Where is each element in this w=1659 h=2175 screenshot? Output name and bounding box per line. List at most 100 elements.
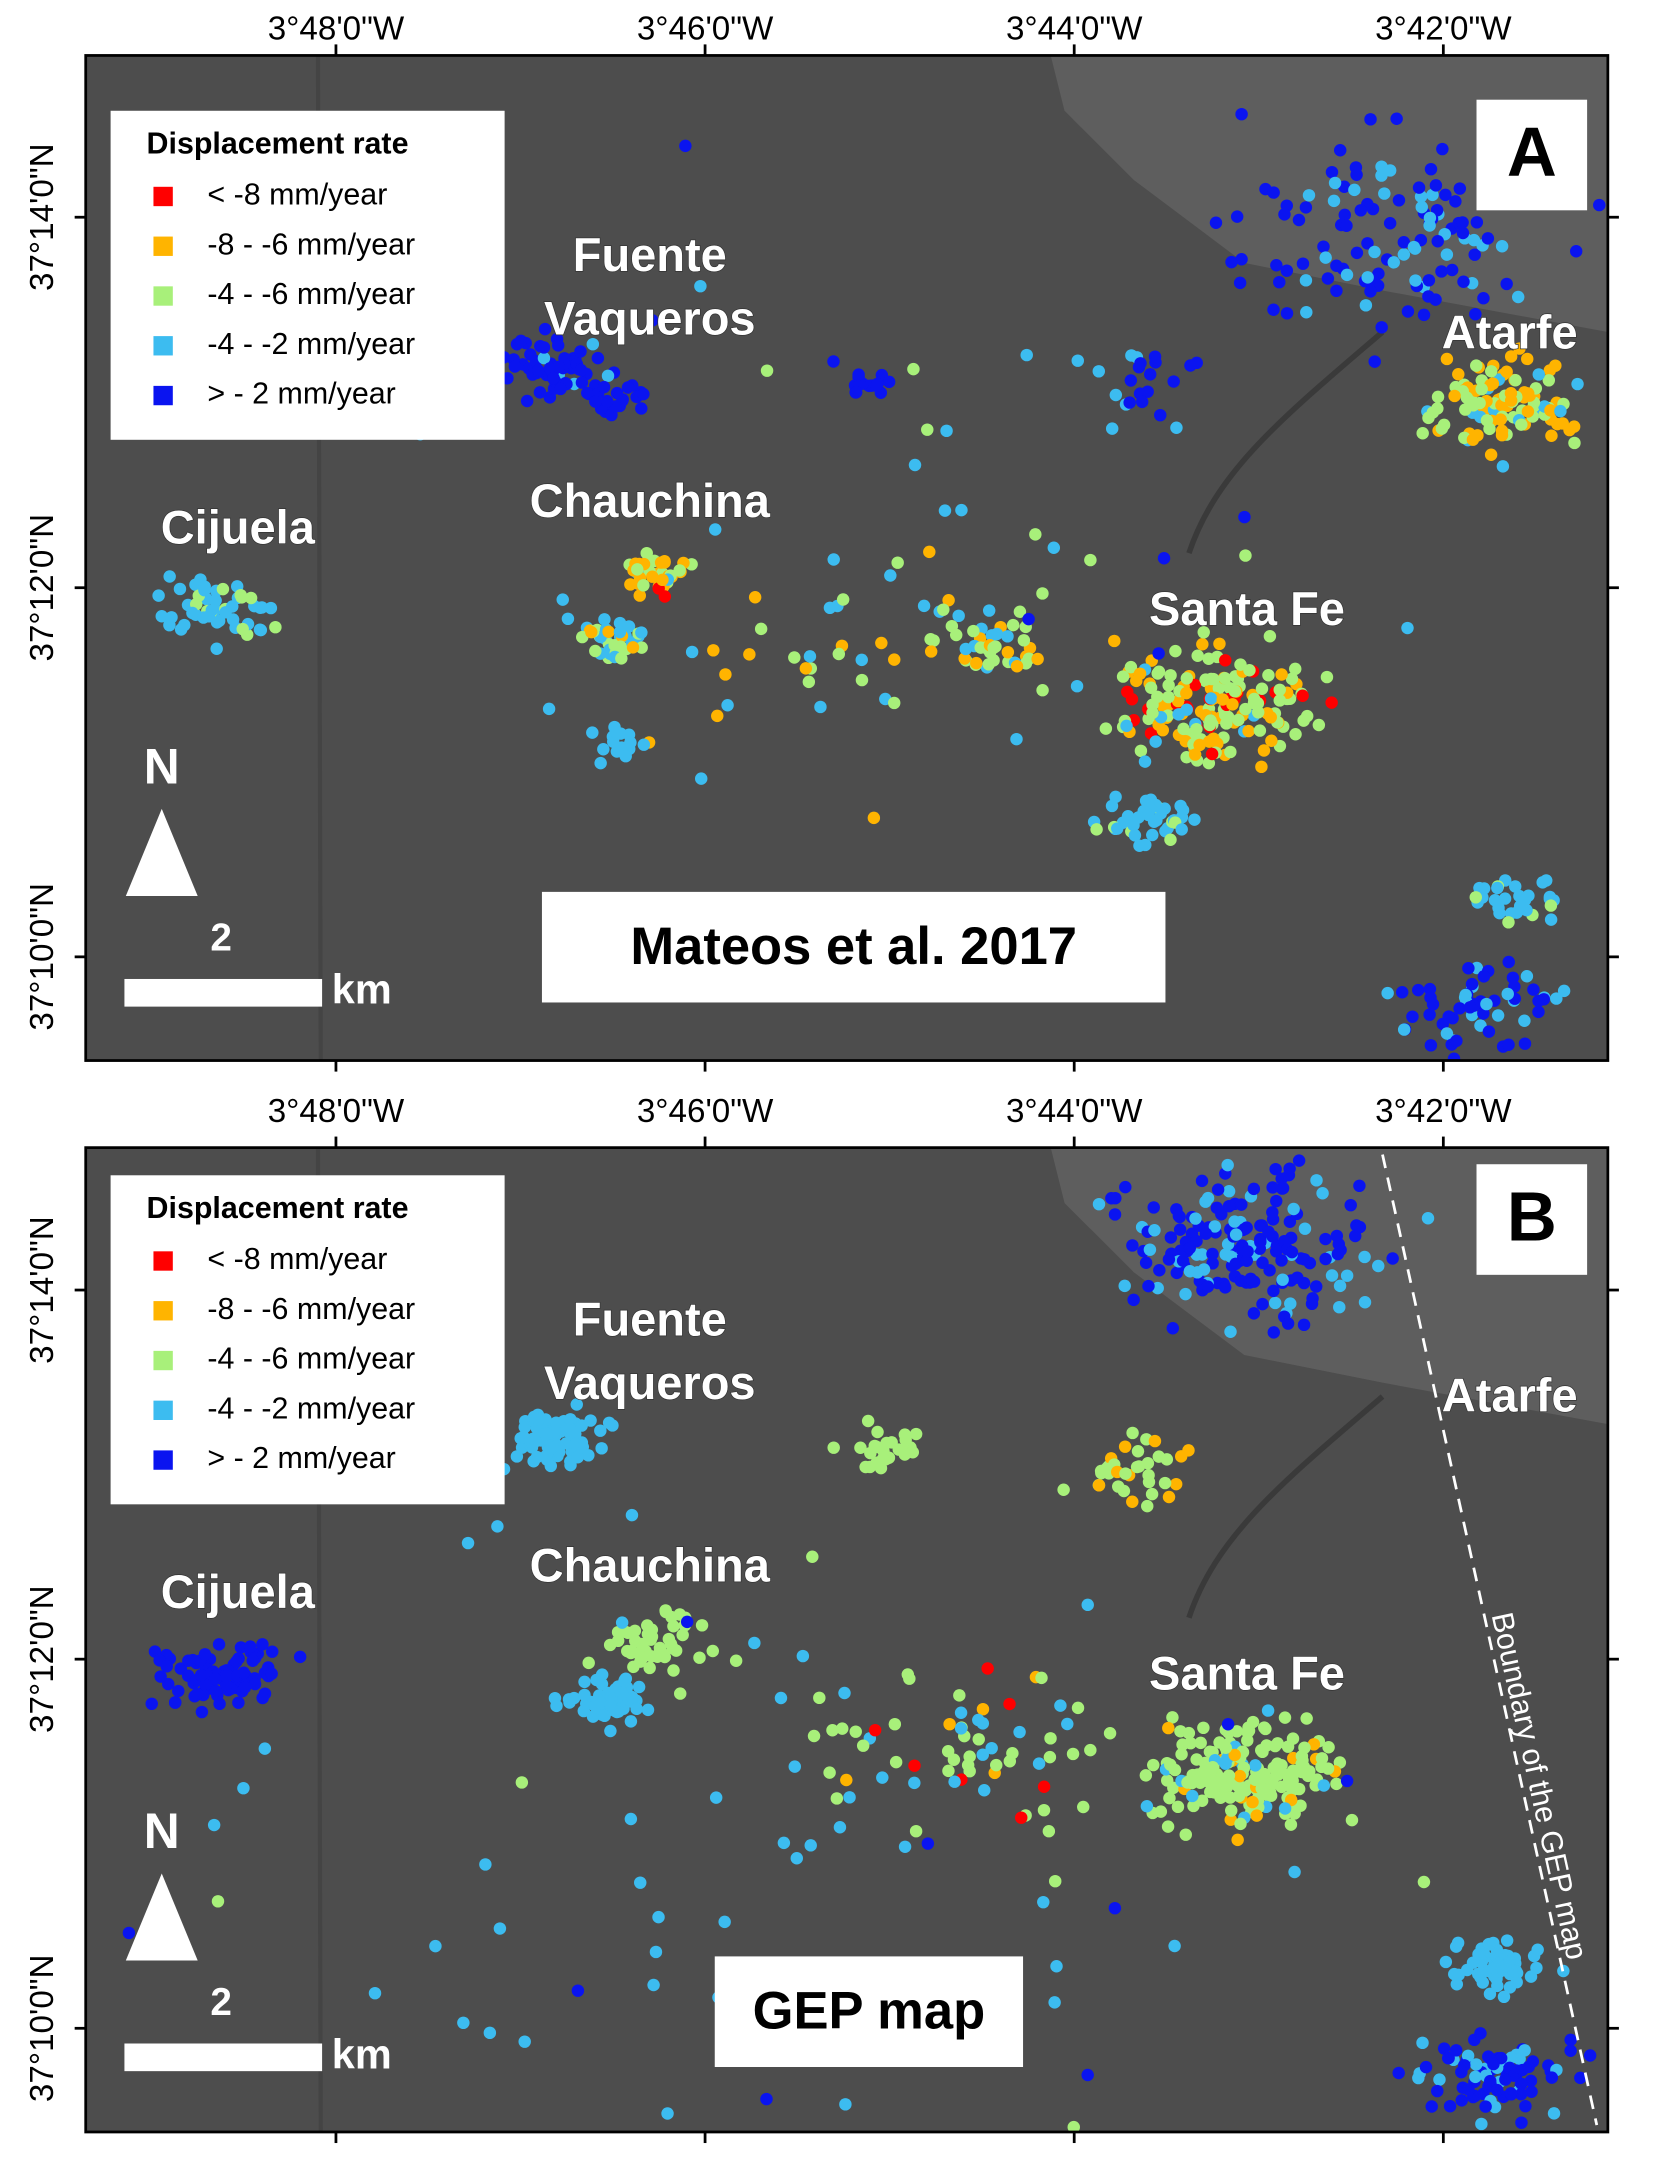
measurement-point <box>1513 899 1527 913</box>
measurement-point <box>955 503 968 517</box>
measurement-point <box>1325 1269 1339 1282</box>
scale-bar <box>124 2043 323 2072</box>
legend-swatch <box>153 236 173 256</box>
measurement-point <box>1319 1252 1332 1266</box>
measurement-point <box>1036 587 1049 600</box>
measurement-point <box>1066 1747 1080 1761</box>
measurement-point <box>972 1713 985 1727</box>
measurement-point <box>1364 113 1377 126</box>
measurement-point <box>195 1705 209 1719</box>
measurement-point <box>1157 552 1171 565</box>
measurement-point <box>1401 305 1415 318</box>
measurement-point <box>570 1398 583 1411</box>
measurement-point <box>1141 385 1154 398</box>
measurement-point <box>641 1703 655 1717</box>
place-label: Chauchina <box>530 1539 771 1592</box>
measurement-point <box>615 1686 629 1699</box>
measurement-point <box>190 1687 204 1701</box>
measurement-point <box>1162 1490 1176 1504</box>
measurement-point <box>1092 1197 1106 1211</box>
panel-letter: B <box>1507 1178 1557 1256</box>
measurement-point <box>626 641 640 654</box>
measurement-point <box>1133 667 1147 680</box>
measurement-point <box>1134 357 1147 370</box>
measurement-point <box>1092 365 1106 378</box>
measurement-point <box>508 360 522 373</box>
measurement-point <box>1440 248 1454 261</box>
measurement-point <box>827 355 840 368</box>
measurement-point <box>1514 2088 1528 2101</box>
measurement-point <box>216 582 230 596</box>
measurement-point <box>843 1791 856 1804</box>
measurement-point <box>1280 264 1294 277</box>
measurement-point <box>1470 216 1484 229</box>
measurement-point <box>1299 274 1313 287</box>
measurement-point <box>154 1670 167 1683</box>
measurement-point <box>627 1660 640 1674</box>
measurement-point <box>1170 421 1183 434</box>
measurement-point <box>1015 1811 1028 1824</box>
measurement-point <box>1246 1795 1259 1809</box>
measurement-point <box>1267 186 1280 199</box>
measurement-point <box>461 1536 475 1550</box>
lon-label: 3°48'0"W <box>268 1093 405 1130</box>
scale-value: 2 <box>210 1981 232 2024</box>
measurement-point <box>637 387 650 401</box>
measurement-point <box>1409 274 1422 287</box>
measurement-point <box>1247 1275 1261 1288</box>
measurement-point <box>1177 722 1190 736</box>
measurement-point <box>1292 1782 1306 1796</box>
measurement-point <box>1219 1757 1232 1770</box>
measurement-point <box>1206 1247 1219 1261</box>
road <box>1186 329 1385 555</box>
measurement-point <box>754 622 768 636</box>
measurement-point <box>1111 822 1124 835</box>
measurement-point <box>833 1821 847 1834</box>
measurement-point <box>1354 204 1368 217</box>
measurement-point <box>1469 2058 1483 2071</box>
measurement-point <box>1348 183 1361 197</box>
measurement-point <box>661 2107 674 2120</box>
road <box>1186 1394 1385 1619</box>
legend-label: > - 2 mm/year <box>207 1441 395 1475</box>
measurement-point <box>610 745 624 758</box>
measurement-point <box>1292 1154 1306 1167</box>
legend-label: -4 - -6 mm/year <box>207 277 415 311</box>
measurement-point <box>836 1722 849 1735</box>
measurement-point <box>1001 630 1014 643</box>
measurement-point <box>1048 1874 1062 1888</box>
measurement-point <box>1262 1225 1275 1239</box>
measurement-point <box>827 553 840 566</box>
measurement-point <box>840 1773 853 1787</box>
measurement-point <box>578 1688 591 1702</box>
measurement-point <box>1255 1782 1268 1795</box>
measurement-point <box>1253 724 1267 737</box>
measurement-point <box>839 2098 852 2111</box>
measurement-point <box>1108 1208 1122 1221</box>
measurement-point <box>719 668 732 681</box>
measurement-point <box>1458 2059 1471 2072</box>
measurement-point <box>1147 1758 1160 1772</box>
measurement-point <box>1460 391 1474 404</box>
measurement-point <box>1266 1181 1279 1194</box>
measurement-point <box>613 625 627 639</box>
measurement-point <box>575 376 589 389</box>
measurement-point <box>1503 1981 1517 1994</box>
measurement-point <box>676 1628 689 1642</box>
measurement-point <box>1271 1737 1284 1750</box>
measurement-point <box>1500 365 1513 378</box>
measurement-point <box>695 1619 709 1632</box>
measurement-point <box>1468 248 1481 261</box>
measurement-point <box>838 1686 851 1700</box>
measurement-point <box>1142 1469 1155 1482</box>
measurement-point <box>1358 1250 1371 1264</box>
measurement-point <box>1207 1786 1221 1799</box>
measurement-point <box>1488 1961 1501 1975</box>
measurement-point <box>790 1852 804 1865</box>
measurement-point <box>1031 652 1044 666</box>
measurement-point <box>1149 356 1162 369</box>
measurement-point <box>256 1638 269 1651</box>
measurement-point <box>622 620 636 633</box>
lon-label: 3°48'0"W <box>268 10 405 47</box>
measurement-point <box>1574 2071 1587 2085</box>
